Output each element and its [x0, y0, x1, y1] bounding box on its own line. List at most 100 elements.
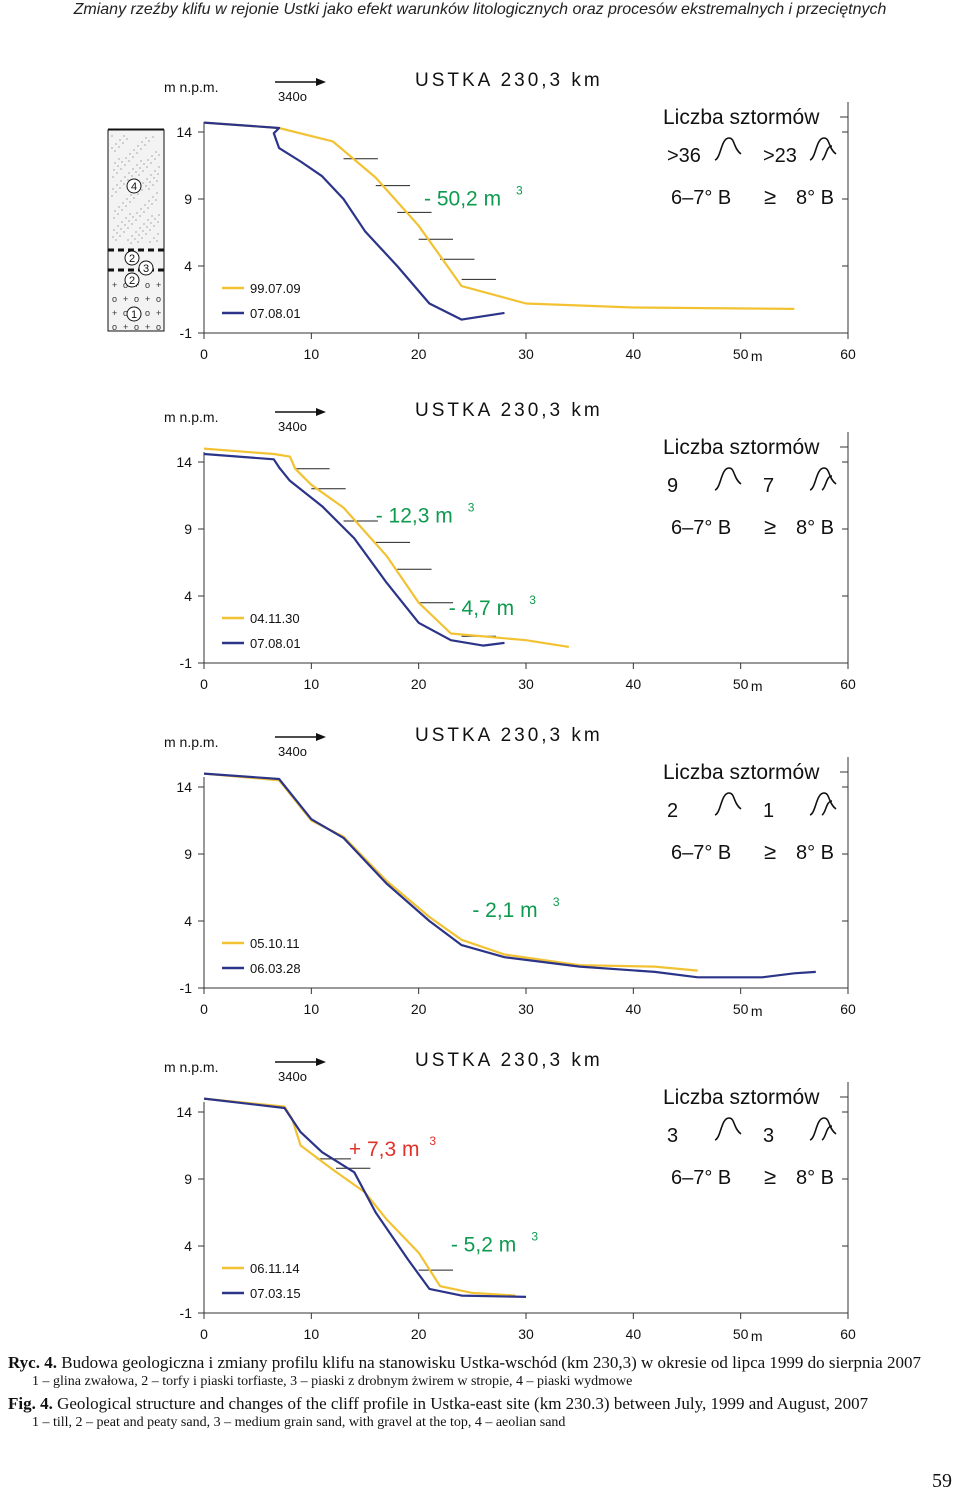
sand-dot	[124, 164, 126, 166]
storm-title: Liczba sztormów	[663, 761, 820, 784]
sand-dot	[140, 148, 142, 150]
storm-title: Liczba sztormów	[663, 106, 820, 129]
legend-label: 07.08.01	[250, 306, 301, 321]
caption-pl-legend: 1 – glina zwałowa, 2 – torfy i piaski to…	[32, 1374, 633, 1389]
chart-panel-4: 14 9 4 -1 0 10 20 30 40 50 60 m m n.p.m. 340o USTKA 23…	[0, 1040, 960, 1370]
storm-wave-icon	[714, 467, 742, 491]
volume-label-sup: 3	[531, 1229, 538, 1243]
y-tick-label: 4	[184, 1238, 192, 1254]
sand-dot	[157, 221, 159, 223]
layer-marker	[126, 306, 142, 322]
sand-dot	[117, 213, 119, 215]
caption-pl-label: Ryc. 4.	[8, 1353, 57, 1372]
sand-dot	[156, 192, 158, 194]
x-tick-label: 10	[304, 1326, 320, 1342]
sand-dot	[139, 227, 141, 229]
storm-title: Liczba sztormów	[663, 1086, 820, 1109]
x-tick-label: 50	[733, 676, 749, 692]
sand-dot	[113, 217, 115, 219]
x-tick-label: 30	[518, 346, 534, 362]
series-line-07.08.01	[203, 121, 505, 321]
y-tick-label: 14	[176, 124, 192, 140]
sand-dot	[132, 156, 134, 158]
y-tick-label: -1	[180, 1305, 193, 1321]
y-tick-label: 9	[184, 846, 192, 862]
sand-dot	[127, 239, 129, 241]
caption-en-label: Fig. 4.	[8, 1394, 53, 1413]
x-tick-label: 40	[626, 676, 642, 692]
y-tick-label: -1	[180, 980, 193, 996]
sand-dot	[146, 226, 148, 228]
chart-title: USTKA 230,3 km	[415, 70, 603, 91]
legend-label: 06.03.28	[250, 961, 301, 976]
sand-dot	[117, 165, 119, 167]
till-symbol: o	[123, 280, 128, 290]
sand-dot	[115, 191, 117, 193]
x-tick-label: 0	[200, 1326, 208, 1342]
sand-dot	[135, 231, 137, 233]
y-tick-label: 9	[184, 521, 192, 537]
legend-label: 07.03.15	[250, 1286, 301, 1301]
sand-dot	[130, 242, 132, 244]
storm-count-1: 3	[667, 1125, 678, 1147]
sand-dot	[127, 227, 129, 229]
x-tick-label: 20	[411, 346, 427, 362]
y-tick-label: 14	[176, 779, 192, 795]
sand-dot	[145, 137, 147, 139]
sand-dot	[118, 158, 120, 160]
sand-dot	[117, 225, 119, 227]
sand-dot	[146, 178, 148, 180]
sand-dot	[112, 176, 114, 178]
sand-dot	[148, 200, 150, 202]
storm-class-2: 8° B	[796, 187, 834, 209]
sand-dot	[118, 146, 120, 148]
volume-label: - 50,2 m	[424, 188, 501, 211]
y-axis-label: m n.p.m.	[164, 734, 218, 750]
sand-dot	[129, 201, 131, 203]
layer-number: 1	[131, 309, 137, 321]
till-symbol: o	[156, 322, 161, 332]
sand-dot	[128, 172, 130, 174]
x-unit-label: m	[751, 348, 763, 364]
sand-dot	[119, 139, 121, 141]
series-line-99.07.09	[203, 121, 795, 310]
x-tick-label: 60	[840, 346, 856, 362]
y-tick-label: 4	[184, 258, 192, 274]
chart-panel-3: 14 9 4 -1 0 10 20 30 40 50 60 m m n.p.m. 340o USTKA 23…	[0, 715, 960, 1045]
chart-title: USTKA 230,3 km	[415, 400, 603, 421]
figure-caption: Ryc. 4. Budowa geologiczna i zmiany prof…	[8, 1352, 958, 1432]
storm-wave-icon	[714, 792, 742, 816]
sand-dot	[128, 160, 130, 162]
direction-label: 340o	[278, 1069, 307, 1084]
till-symbol: +	[156, 280, 161, 290]
x-tick-label: 0	[200, 1001, 208, 1017]
geq-symbol: ≥	[764, 1164, 776, 1189]
sand-dot	[118, 206, 120, 208]
layer-marker	[124, 250, 140, 266]
till-symbol: o	[134, 322, 139, 332]
running-header: Zmiany rzeźby klifu w rejonie Ustki jako…	[73, 1, 887, 18]
sand-dot	[147, 159, 149, 161]
x-tick-label: 40	[626, 1326, 642, 1342]
sand-dot	[158, 214, 160, 216]
geq-symbol: ≥	[764, 839, 776, 864]
sand-dot	[152, 196, 154, 198]
volume-label: + 7,3 m	[349, 1138, 420, 1161]
storm-count-1: 2	[667, 800, 678, 822]
sand-dot	[125, 217, 127, 219]
storm-double-wave-icon	[809, 467, 837, 491]
geq-symbol: ≥	[764, 184, 776, 209]
sand-dot	[151, 203, 153, 205]
sand-dot	[155, 151, 157, 153]
sand-dot	[137, 241, 139, 243]
x-tick-label: 60	[840, 676, 856, 692]
till-symbol: +	[123, 322, 128, 332]
sand-dot	[119, 235, 121, 237]
sand-dot	[147, 219, 149, 221]
sand-dot	[122, 142, 124, 144]
x-tick-label: 60	[840, 1326, 856, 1342]
storm-title: Liczba sztormów	[663, 436, 820, 459]
x-unit-label: m	[751, 1328, 763, 1344]
sand-dot	[149, 229, 151, 231]
